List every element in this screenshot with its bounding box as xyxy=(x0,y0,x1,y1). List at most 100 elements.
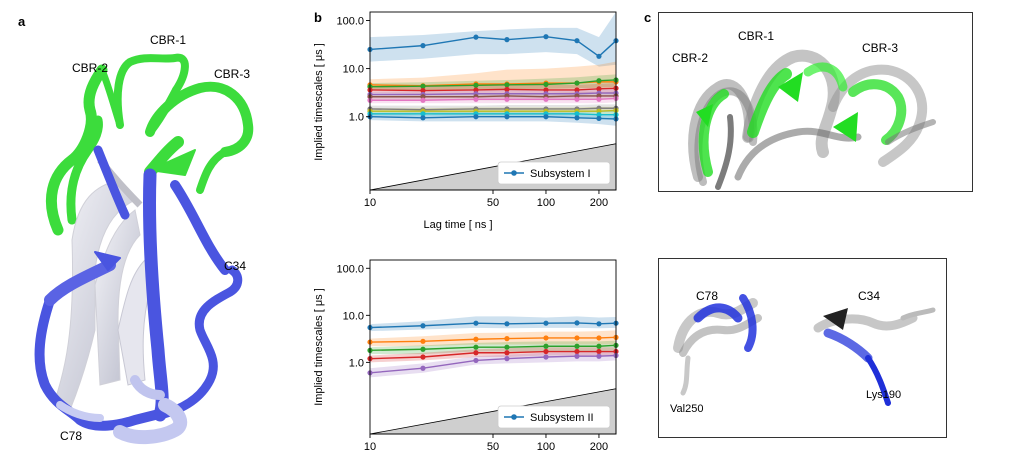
chart1-legend-label: Subsystem II xyxy=(530,412,594,424)
chart0-ylabel: Implied timescales [ μs ] xyxy=(313,43,325,161)
c-label-cbr1: CBR-1 xyxy=(738,29,774,43)
chart0-point-s4-1 xyxy=(420,87,426,94)
chart1-point-t1-3 xyxy=(504,321,510,327)
chart1-point-t2-5 xyxy=(574,335,580,341)
panel-letter-a: a xyxy=(18,14,26,29)
chart0-line-s4 xyxy=(369,87,617,92)
chart0-legend-box xyxy=(497,161,611,185)
chart1-legend-box xyxy=(497,405,611,429)
chart0-line-s10 xyxy=(370,113,616,116)
label-c34: C34 xyxy=(224,259,246,273)
chart0-band-s1 xyxy=(370,12,616,67)
chart1-line-t1 xyxy=(369,322,617,329)
panel-letter-b: b xyxy=(314,10,322,25)
chart0-line-s8 xyxy=(369,107,616,111)
chart0-point-s7-2 xyxy=(473,96,479,102)
chart1-ytick-label-1: 10.0 xyxy=(343,310,364,322)
chart0-point-s1-6 xyxy=(596,53,602,59)
chart0-ytick-label-1: 10.0 xyxy=(343,64,364,76)
chart0-point-s4-4 xyxy=(543,87,549,93)
chart1-point-t4-3 xyxy=(504,350,510,356)
chart0-xtick-label-1: 50 xyxy=(487,197,499,209)
chart1-point-t4-4 xyxy=(543,348,549,355)
light-blue-coil xyxy=(56,375,188,444)
chart0-line-s11 xyxy=(369,116,617,120)
chart1-point-t1-6 xyxy=(596,321,602,327)
chart1-point-t3-2 xyxy=(473,344,479,350)
chart0-line-s6 xyxy=(370,95,616,98)
chart0-point-s11-3 xyxy=(504,114,510,120)
chart0-band-s11 xyxy=(370,113,616,126)
chart0-point-s10-1 xyxy=(420,111,426,117)
chart1-band-t5 xyxy=(370,351,616,378)
chart1-point-t5-2 xyxy=(473,357,479,364)
chart0-legend-label: Subsystem I xyxy=(530,168,591,180)
chart1-point-t5-3 xyxy=(504,356,510,362)
c-label-c78: C78 xyxy=(696,289,718,303)
chart0-xtick-label-2: 100 xyxy=(537,197,555,209)
chart1-point-t1-1 xyxy=(420,323,426,329)
chart0-point-s7-3 xyxy=(504,96,510,102)
chart0-point-s11-4 xyxy=(543,114,549,120)
chart1-xtick-label-0: 10 xyxy=(364,441,376,453)
chart0-xtick-label-3: 200 xyxy=(590,197,608,209)
chart0-ytick-label-0: 1.0 xyxy=(349,112,364,124)
chart0-ytick-label-2: 100.0 xyxy=(336,15,364,27)
chart1-point-t5-5 xyxy=(574,353,580,359)
chart0-line-s9 xyxy=(370,109,617,112)
chart0-point-s3-1 xyxy=(420,83,426,89)
chart0-point-s3-2 xyxy=(473,82,479,88)
chart0-point-s11-6 xyxy=(596,115,602,122)
protein-structure-render: CBR-1 CBR-2 CBR-3 C34 C78 xyxy=(34,33,254,444)
label-cbr1: CBR-1 xyxy=(150,33,186,47)
chart0-line-s7 xyxy=(370,97,617,101)
chart0-point-s1-1 xyxy=(420,43,426,49)
chart1-point-t2-2 xyxy=(473,336,479,342)
chart0-point-s10-5 xyxy=(574,111,580,117)
panel-letter-c: c xyxy=(644,10,652,25)
chart0-point-s4-6 xyxy=(596,86,602,92)
chart0-line-s5 xyxy=(370,92,616,96)
c-label-cbr3: CBR-3 xyxy=(862,41,898,55)
chart0-point-s3-3 xyxy=(504,82,510,88)
chart1-ytick-label-2: 100.0 xyxy=(336,263,364,275)
cbr-overlay-render: CBR-1 CBR-2 CBR-3 xyxy=(658,12,973,192)
chart1-point-t1-2 xyxy=(473,320,479,326)
chart1-point-t5-6 xyxy=(596,353,602,359)
chart1-point-t2-1 xyxy=(420,338,426,344)
chart0-line-s1 xyxy=(369,35,617,58)
chart1-line-t5 xyxy=(369,354,617,374)
c-label-c34: C34 xyxy=(858,289,880,303)
chart0-point-s1-5 xyxy=(574,38,580,44)
c-label-cbr2: CBR-2 xyxy=(672,51,708,65)
chart1-point-t4-1 xyxy=(420,354,426,360)
chart1-line-t4 xyxy=(369,350,616,360)
chart1-ylabel: Implied timescales [ μs ] xyxy=(313,288,325,406)
chart0-xlabel: Lag time [ ns ] xyxy=(423,219,492,231)
chart1-point-t5-1 xyxy=(420,365,426,371)
chart0-point-s7-5 xyxy=(574,96,580,102)
label-c78: C78 xyxy=(60,429,82,443)
chart1-line-t3 xyxy=(369,344,617,352)
chart0-point-s1-3 xyxy=(504,37,510,43)
label-cbr2: CBR-2 xyxy=(72,61,108,75)
implied-timescales-chart-subsystem-1: Implied timescales [ μs ] Lag time [ ns … xyxy=(313,11,619,231)
chart0-line-s3 xyxy=(369,79,617,88)
chart1-point-t3-6 xyxy=(596,343,602,349)
implied-timescales-chart-subsystem-2: Implied timescales [ μs ] 1.0 10.0 100.0 10… xyxy=(313,259,619,453)
chart1-point-t5-4 xyxy=(543,354,549,360)
chart1-xtick-label-1: 50 xyxy=(487,441,499,453)
chart0-point-s4-2 xyxy=(473,87,479,93)
chart0-point-s1-2 xyxy=(473,34,479,40)
chart0-point-s11-5 xyxy=(574,115,580,121)
chart0-xtick-label-0: 10 xyxy=(364,197,376,209)
chart1-point-t3-5 xyxy=(574,343,580,349)
chart1-point-t1-5 xyxy=(574,320,580,326)
chart0-legend-marker xyxy=(511,170,517,176)
chart1-point-t3-3 xyxy=(504,344,510,350)
chart0-point-s11-2 xyxy=(473,114,479,120)
chart1-point-t2-6 xyxy=(596,335,602,341)
label-cbr3: CBR-3 xyxy=(214,67,250,81)
chart1-line-t2 xyxy=(369,336,617,343)
chart1-point-t4-2 xyxy=(473,350,479,356)
